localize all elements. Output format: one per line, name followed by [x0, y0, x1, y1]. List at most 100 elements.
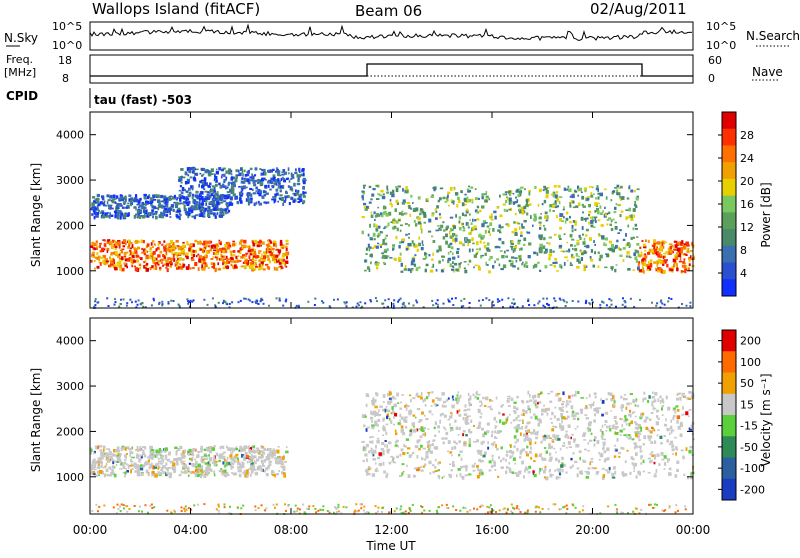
heatmap-cell: [630, 298, 632, 300]
heatmap-cell: [113, 259, 115, 262]
heatmap-cell: [598, 265, 600, 268]
heatmap-cell: [594, 413, 596, 416]
heatmap-cell: [174, 245, 177, 247]
heatmap-cell: [548, 435, 551, 438]
heatmap-cell: [666, 396, 668, 400]
heatmap-cell: [314, 298, 316, 300]
heatmap-cell: [513, 419, 515, 422]
heatmap-cell: [129, 448, 132, 450]
heatmap-cell: [94, 300, 96, 302]
heatmap-cell: [621, 211, 624, 213]
heatmap-cell: [559, 423, 561, 426]
heatmap-cell: [251, 249, 254, 251]
heatmap-cell: [452, 266, 454, 268]
heatmap-cell: [293, 200, 296, 203]
heatmap-cell: [585, 246, 587, 248]
heatmap-cell: [422, 240, 424, 244]
heatmap-cell: [165, 203, 168, 205]
heatmap-cell: [526, 265, 529, 268]
heatmap-cell: [115, 267, 118, 270]
colorbar-swatch: [722, 212, 736, 229]
heatmap-cell: [685, 395, 687, 398]
heatmap-cell: [605, 412, 608, 415]
heatmap-cell: [224, 211, 227, 214]
heatmap-cell: [578, 256, 580, 258]
velocity-heatmap: [90, 391, 695, 515]
heatmap-cell: [534, 219, 537, 222]
heatmap-cell: [520, 432, 522, 436]
heatmap-cell: [618, 187, 620, 189]
heatmap-cell: [285, 253, 288, 256]
heatmap-cell: [573, 438, 576, 441]
heatmap-cell: [483, 242, 485, 244]
heatmap-cell: [371, 194, 374, 197]
heatmap-cell: [153, 268, 156, 270]
heatmap-cell: [369, 202, 372, 204]
heatmap-cell: [450, 451, 453, 453]
heatmap-cell: [103, 454, 106, 457]
heatmap-cell: [501, 255, 504, 258]
heatmap-cell: [680, 257, 682, 261]
heatmap-cell: [427, 446, 429, 448]
heatmap-cell: [564, 262, 566, 266]
heatmap-cell: [250, 465, 253, 469]
heatmap-cell: [284, 172, 287, 175]
heatmap-cell: [614, 445, 616, 447]
heatmap-cell: [534, 186, 536, 189]
heatmap-cell: [115, 246, 117, 248]
heatmap-cell: [641, 262, 644, 265]
heatmap-cell: [447, 451, 449, 453]
heatmap-cell: [113, 449, 115, 452]
heatmap-cell: [162, 265, 164, 267]
heatmap-cell: [528, 242, 531, 245]
heatmap-cell: [286, 256, 288, 260]
heatmap-cell: [241, 191, 243, 193]
heatmap-cell: [255, 264, 257, 267]
heatmap-cell: [669, 243, 673, 245]
heatmap-cell: [188, 213, 190, 216]
heatmap-cell: [369, 224, 371, 228]
heatmap-cell: [600, 193, 604, 197]
heatmap-cell: [457, 197, 460, 200]
heatmap-cell: [632, 462, 634, 464]
heatmap-cell: [168, 197, 170, 200]
heatmap-cell: [222, 168, 224, 170]
heatmap-cell: [436, 250, 439, 253]
heatmap-cell: [268, 267, 271, 270]
heatmap-cell: [108, 467, 110, 469]
heatmap-cell: [689, 302, 691, 304]
heatmap-cell: [239, 469, 242, 472]
heatmap-cell: [185, 171, 188, 175]
heatmap-cell: [643, 460, 645, 463]
heatmap-cell: [572, 248, 574, 250]
heatmap-cell: [459, 241, 462, 244]
heatmap-cell: [666, 259, 668, 261]
heatmap-cell: [120, 196, 123, 198]
heatmap-cell: [645, 427, 648, 430]
heatmap-cell: [596, 410, 599, 414]
heatmap-cell: [299, 196, 301, 199]
heatmap-cell: [278, 461, 280, 465]
heatmap-cell: [123, 466, 126, 469]
heatmap-cell: [570, 244, 573, 246]
heatmap-cell: [422, 433, 425, 436]
heatmap-cell: [399, 414, 401, 418]
site-title: Wallops Island (fitACF): [92, 0, 260, 18]
heatmap-cell: [653, 406, 655, 410]
heatmap-cell: [634, 400, 638, 402]
heatmap-cell: [530, 446, 532, 450]
heatmap-cell: [512, 231, 515, 233]
heatmap-cell: [245, 174, 248, 177]
heatmap-cell: [529, 203, 532, 206]
heatmap-cell: [417, 408, 421, 410]
heatmap-cell: [476, 249, 478, 251]
heatmap-cell: [559, 238, 562, 240]
heatmap-cell: [279, 297, 281, 299]
heatmap-cell: [395, 433, 397, 436]
heatmap-cell: [576, 266, 580, 269]
heatmap-cell: [265, 459, 267, 461]
heatmap-cell: [231, 173, 233, 175]
heatmap-cell: [421, 229, 423, 233]
heatmap-cell: [660, 442, 663, 444]
heatmap-cell: [370, 300, 372, 302]
